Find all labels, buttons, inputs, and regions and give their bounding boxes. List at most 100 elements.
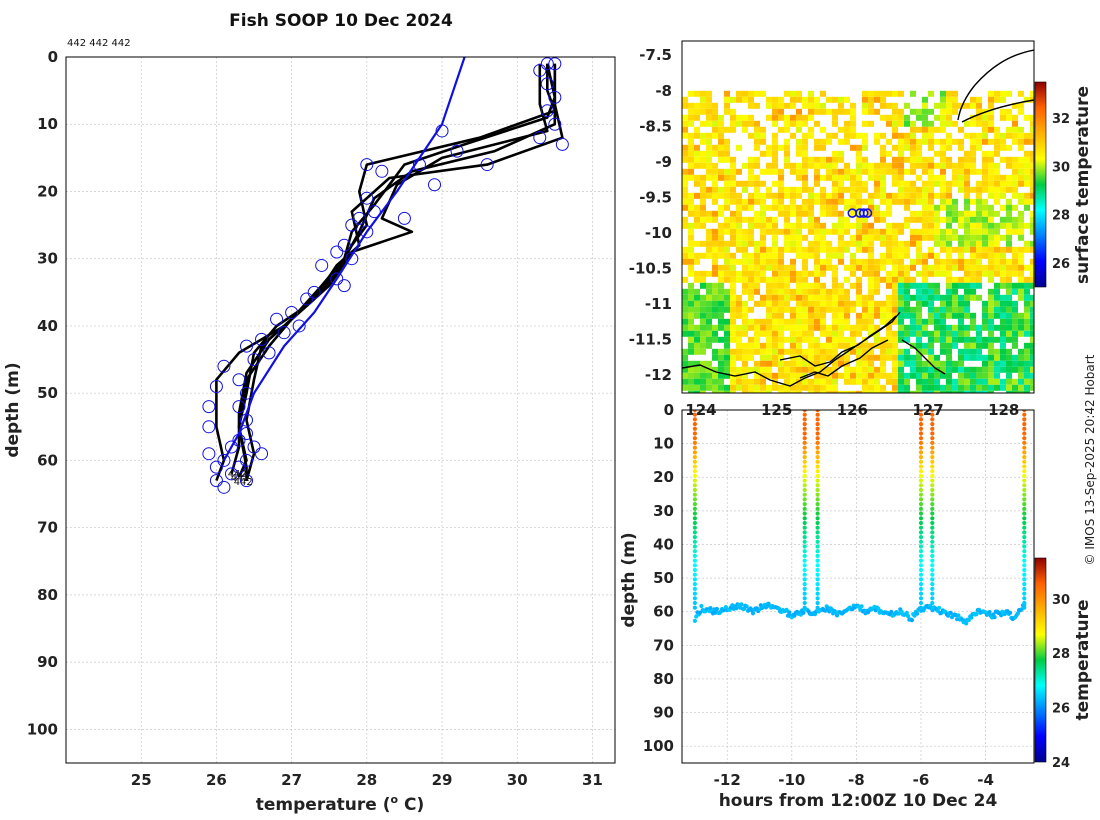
sst-cell-1569	[778, 306, 784, 313]
sst-cell-964	[856, 228, 862, 235]
timeseries-point-323	[802, 520, 807, 526]
sst-cell-686	[808, 192, 814, 199]
sst-cell-1588	[898, 306, 904, 313]
sst-cell-1894	[952, 342, 958, 349]
timeseries-point-481	[1022, 455, 1027, 460]
sst-cell-2144	[910, 372, 916, 379]
profile-marker-46	[239, 427, 253, 441]
timeseries-point-438	[930, 455, 935, 460]
sst-cell-1168	[988, 252, 994, 259]
sst-cell-2155	[982, 372, 988, 379]
sst-cell-1508	[712, 300, 718, 307]
sst-cell-2070	[790, 366, 796, 373]
sst-cell-917	[856, 222, 862, 229]
sst-cell-1565	[742, 306, 748, 313]
sst-cell-609	[946, 180, 952, 187]
profile-marker-19	[397, 211, 411, 225]
sst-cell-1657	[682, 318, 688, 325]
sst-cell-1630	[862, 312, 868, 319]
sst-cell-500	[772, 168, 778, 175]
sst-cell-1201	[898, 258, 904, 265]
sst-cell-1434	[892, 288, 898, 295]
sst-cell-1535	[886, 300, 892, 307]
sst-cell-39	[742, 96, 748, 103]
sst-cell-679	[760, 192, 766, 199]
sst-cell-58	[940, 96, 946, 103]
timeseries-point-369	[815, 535, 820, 540]
sst-cell-1099	[820, 246, 826, 253]
sst-cell-316	[928, 138, 934, 145]
sst-cell-71	[700, 102, 706, 109]
timeseries-point-326	[802, 535, 807, 540]
timeseries-point-476	[1022, 431, 1027, 436]
sst-cell-1959	[730, 354, 736, 361]
sst-cell-588	[754, 180, 760, 187]
profile-y-tick-2: 20	[37, 182, 58, 200]
sst-cell-2013	[754, 360, 760, 367]
sst-cell-2227	[760, 384, 766, 391]
sst-cell-1034	[694, 240, 700, 247]
profile-marker-6	[555, 137, 569, 151]
sst-cell-301	[796, 138, 802, 145]
sst-cell-470	[910, 162, 916, 169]
sst-cell-1741	[916, 324, 922, 331]
sst-cell-1166	[976, 252, 982, 259]
sst-cell-1893	[946, 342, 952, 349]
sst-cell-2053	[682, 366, 688, 373]
sst-cell-739	[850, 198, 856, 205]
sst-cell-1989	[934, 354, 940, 361]
sst-cell-2291	[856, 390, 862, 393]
sst-cell-1448	[1012, 288, 1018, 295]
sst-cell-2193	[898, 378, 904, 385]
sst-cell-1514	[754, 300, 760, 307]
sst-cell-112	[730, 108, 736, 115]
sst-cell-1716	[754, 324, 760, 331]
sst-cell-1274	[718, 270, 724, 277]
timeseries-point-495	[1022, 520, 1027, 526]
sst-cell-1185	[772, 258, 778, 265]
sst-cell-1189	[814, 258, 820, 265]
sst-cell-1183	[760, 258, 766, 265]
sst-cell-380	[796, 150, 802, 157]
sst-cell-2131	[832, 372, 838, 379]
sst-cell-1712	[730, 324, 736, 331]
sst-cell-501	[778, 168, 784, 175]
sst-cell-1669	[772, 318, 778, 325]
sst-cell-2111	[700, 372, 706, 379]
sst-cell-1604	[1012, 306, 1018, 313]
sst-cell-538	[694, 174, 700, 181]
timeseries-point-40	[744, 604, 749, 609]
sst-cell-793	[928, 204, 934, 211]
sst-cell-858	[748, 216, 754, 223]
sst-cell-777	[784, 204, 790, 211]
sst-cell-345	[796, 144, 802, 151]
sst-cell-2015	[766, 360, 772, 367]
sst-cell-2240	[862, 384, 868, 391]
sst-cell-1517	[772, 300, 778, 307]
sst-cell-525	[958, 168, 964, 175]
sst-cell-1559	[706, 306, 712, 313]
timeseries-colorbar-label: temperature	[1073, 599, 1093, 720]
sst-cell-2071	[796, 366, 802, 373]
sst-cell-542	[718, 174, 724, 181]
timeseries-point-295	[692, 591, 698, 596]
sst-cell-536	[682, 174, 688, 181]
sst-cell-1785	[868, 330, 874, 337]
sst-cell-475	[940, 162, 946, 169]
sst-cell-1909	[718, 348, 724, 355]
sst-cell-284	[982, 132, 988, 139]
sst-cell-2010	[724, 360, 730, 367]
sst-cell-1047	[784, 240, 790, 247]
sst-cell-1061	[886, 240, 892, 247]
sst-cell-2311	[976, 390, 982, 393]
sst-cell-804	[1012, 204, 1018, 211]
profile-x-label-main: temperature (	[256, 795, 391, 815]
sst-cell-147	[718, 114, 724, 121]
sst-cell-1497	[994, 294, 1000, 301]
sst-cell-2253	[952, 384, 958, 391]
profile-marker-22	[337, 238, 351, 252]
sst-cell-586	[742, 180, 748, 187]
sst-cell-715	[1024, 192, 1030, 199]
timeseries-point-348	[815, 436, 820, 441]
